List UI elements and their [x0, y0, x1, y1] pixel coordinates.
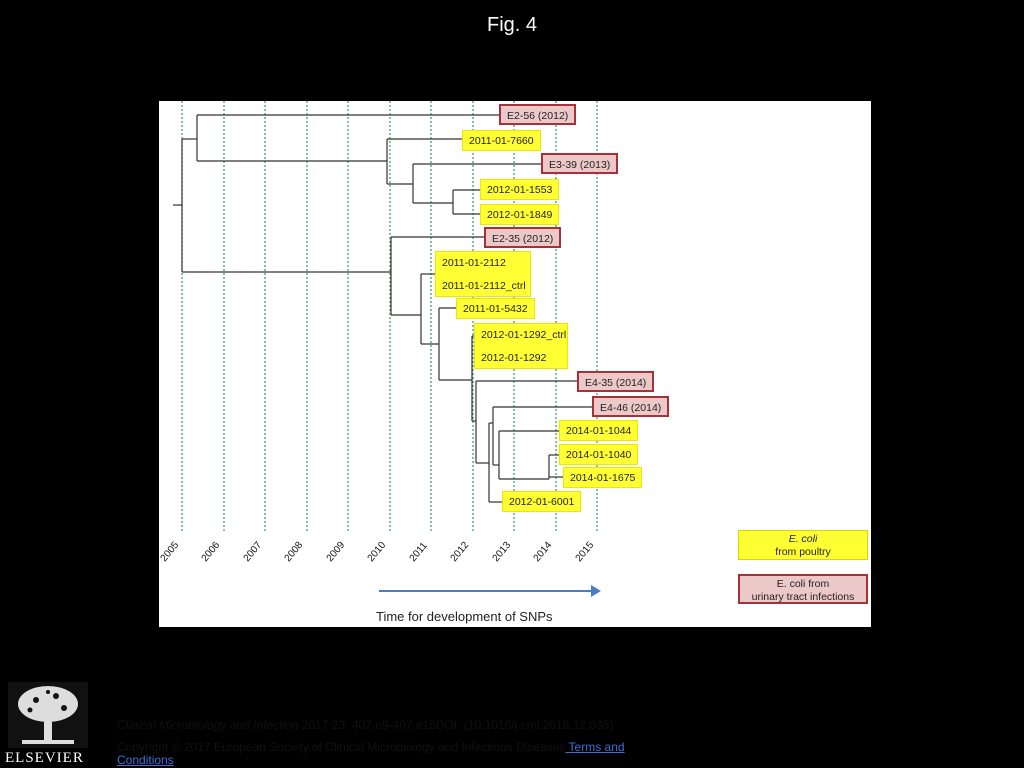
tip-label-2012-01-1553: 2012-01-1553: [480, 179, 560, 200]
elsevier-tree-logo: [8, 682, 88, 748]
copyright-text: Copyright © 2017 European Society of Cli…: [117, 740, 566, 754]
phylogenetic-tree-panel: E2-56 (2012) 2011-01-7660 E3-39 (2013) 2…: [159, 101, 871, 627]
legend-poultry-species: E. coli: [788, 533, 818, 545]
axis-caption: Time for development of SNPs: [376, 609, 553, 624]
tip-label-2014-01-1040: 2014-01-1040: [559, 444, 639, 465]
figure-title: Fig. 4: [486, 14, 538, 36]
tip-label-2012-01-1292: 2012-01-1292: [481, 352, 547, 364]
publisher-wordmark: ELSEVIER: [5, 750, 84, 766]
tip-label-2011-01-2112: 2011-01-2112: [442, 257, 506, 269]
legend-poultry-source: from poultry: [775, 546, 831, 558]
legend-urinary-source: urinary tract infections: [751, 591, 855, 603]
time-arrow: [379, 585, 601, 597]
copyright-line: Copyright © 2017 European Society of Cli…: [117, 741, 677, 767]
tip-label-e4-46: E4-46 (2014): [592, 396, 670, 417]
terms-link[interactable]: Terms and Conditions: [117, 740, 625, 767]
tip-label-2012-01-1849: 2012-01-1849: [480, 204, 560, 225]
tip-label-2014-01-1675: 2014-01-1675: [563, 467, 643, 488]
legend-urinary-species: E. coli from: [776, 578, 830, 590]
tip-label-2011-01-5432: 2011-01-5432: [456, 298, 535, 319]
tip-label-2014-01-1044: 2014-01-1044: [559, 420, 639, 441]
tip-label-e2-56: E2-56 (2012): [499, 104, 577, 125]
tip-label-2012-01-6001: 2012-01-6001: [502, 491, 582, 512]
tip-label-2012-01-1292-ctrl: 2012-01-1292_ctrl: [481, 329, 567, 341]
legend-urinary: E. coli from urinary tract infections: [738, 574, 868, 604]
citation-line: Clinical Microbiology and Infection 2017…: [117, 718, 613, 732]
legend-poultry: E. coli from poultry: [738, 530, 868, 560]
tip-label-2011-01-2112-ctrl: 2011-01-2112_ctrl: [442, 280, 526, 292]
tip-label-e3-39: E3-39 (2013): [541, 153, 619, 174]
tip-group-2011-01-2112: 2011-01-2112 2011-01-2112_ctrl: [435, 251, 531, 297]
tip-label-e2-35: E2-35 (2012): [484, 227, 562, 248]
tip-label-e4-35: E4-35 (2014): [577, 371, 655, 392]
tree-branches: [173, 114, 595, 503]
tip-label-2011-01-7660: 2011-01-7660: [462, 130, 541, 151]
year-gridlines: [181, 101, 598, 533]
citation-text: 2017 23, 407.e9-407.e15DOI: (10.1016/j.c…: [298, 718, 614, 732]
tip-group-2012-01-1292: 2012-01-1292_ctrl 2012-01-1292: [474, 323, 568, 369]
journal-name: Clinical Microbiology and Infection: [117, 718, 299, 732]
